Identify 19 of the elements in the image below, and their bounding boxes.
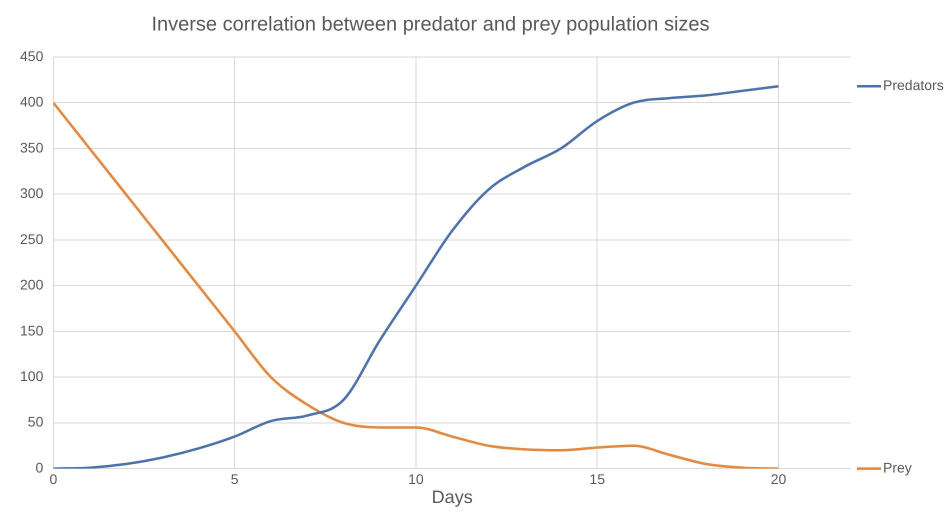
x-tick-label: 0 xyxy=(49,470,58,487)
y-tick-label: 150 xyxy=(20,322,44,338)
x-tick-label: 20 xyxy=(770,470,786,487)
y-tick-label: 50 xyxy=(28,414,44,430)
y-tick-label: 100 xyxy=(20,368,44,384)
legend-label: Prey xyxy=(883,459,912,476)
y-tick-label: 250 xyxy=(20,230,44,247)
x-tick-label: 5 xyxy=(230,470,239,487)
x-tick-label: 10 xyxy=(408,470,424,487)
y-tick-label: 0 xyxy=(36,459,44,476)
y-tick-label: 450 xyxy=(20,48,44,64)
y-tick-label: 350 xyxy=(20,139,44,156)
x-axis-title: Days xyxy=(432,487,473,508)
y-tick-label: 200 xyxy=(20,276,44,293)
y-tick-label: 300 xyxy=(20,185,44,202)
y-tick-label: 400 xyxy=(20,94,44,110)
x-tick-label: 15 xyxy=(589,470,606,487)
legend-label: Predators xyxy=(883,77,944,94)
chart-title: Inverse correlation between predator and prey population sizes xyxy=(151,14,710,36)
